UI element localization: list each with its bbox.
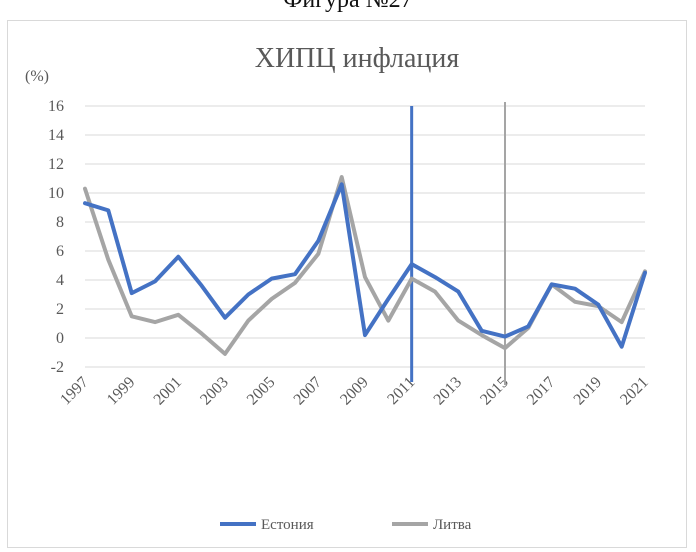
y-tick-label: 14: [48, 127, 64, 144]
y-tick-label: 0: [56, 330, 64, 347]
x-tick-label: 2017: [524, 374, 559, 409]
x-tick-label: 2015: [477, 374, 512, 409]
x-tick-label: 2007: [291, 374, 326, 409]
y-tick-label: 12: [48, 156, 64, 173]
y-tick-label: 2: [56, 301, 64, 318]
x-tick-label: 2019: [571, 374, 606, 409]
chart-area: ХИПЦ инфлация (%) -2 0 2 4 6 8 10 12 14 16 1997 19…: [7, 20, 687, 548]
y-axis-ticks: -2 0 2 4 6 8 10 12 14 16: [48, 98, 64, 376]
y-tick-label: 8: [56, 214, 64, 231]
y-tick-label: 6: [56, 243, 64, 260]
legend-label: Естония: [261, 517, 314, 533]
x-tick-label: 2013: [431, 374, 466, 409]
x-axis-ticks: 1997 1999 2001 2003 2005 2007 2009 2011 2013 2015…: [57, 374, 652, 409]
chart-title: ХИПЦ инфлация: [255, 43, 460, 74]
figure-caption: Фигура №27: [283, 0, 413, 13]
y-tick-label: -2: [51, 359, 64, 376]
y-tick-label: 10: [48, 185, 64, 202]
x-tick-label: 2021: [617, 374, 652, 409]
series-line: [83, 182, 647, 349]
series-lines: [83, 175, 647, 356]
x-tick-label: 2001: [151, 374, 186, 409]
x-tick-label: 1997: [57, 374, 92, 409]
x-tick-label: 2003: [197, 374, 232, 409]
y-axis-label: (%): [25, 68, 49, 85]
legend-label: Литва: [433, 517, 472, 533]
gridlines: [85, 105, 645, 368]
x-tick-label: 2011: [384, 374, 418, 408]
y-tick-label: 16: [48, 98, 64, 115]
x-tick-label: 2005: [244, 374, 279, 409]
x-tick-label: 1999: [104, 374, 139, 409]
x-tick-label: 2009: [337, 374, 372, 409]
legend: Естония Литва: [220, 517, 472, 533]
y-tick-label: 4: [56, 272, 64, 289]
